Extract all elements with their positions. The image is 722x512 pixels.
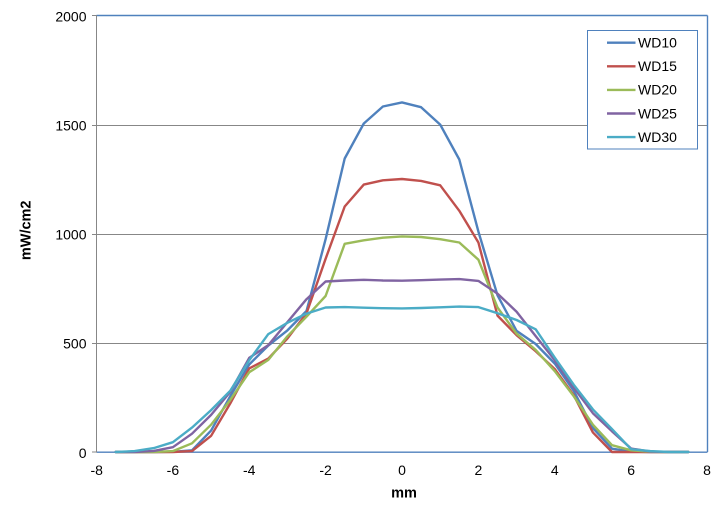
svg-text:-4: -4 [243,462,256,478]
svg-text:6: 6 [627,462,635,478]
svg-text:1000: 1000 [55,227,86,243]
svg-text:WD10: WD10 [638,35,677,51]
svg-text:500: 500 [63,336,87,352]
svg-text:2: 2 [475,462,483,478]
svg-text:-2: -2 [319,462,332,478]
svg-text:-8: -8 [90,462,103,478]
svg-text:WD20: WD20 [638,82,677,98]
svg-text:mm: mm [391,486,417,502]
svg-text:4: 4 [551,462,559,478]
svg-text:0: 0 [79,445,87,461]
svg-text:8: 8 [703,462,711,478]
svg-text:2000: 2000 [55,8,86,24]
svg-text:-6: -6 [167,462,180,478]
svg-text:WD15: WD15 [638,58,677,74]
svg-text:1500: 1500 [55,117,86,133]
svg-text:WD25: WD25 [638,105,677,121]
svg-text:WD30: WD30 [638,129,677,145]
svg-text:0: 0 [398,462,406,478]
svg-text:mW/cm2: mW/cm2 [19,200,35,260]
